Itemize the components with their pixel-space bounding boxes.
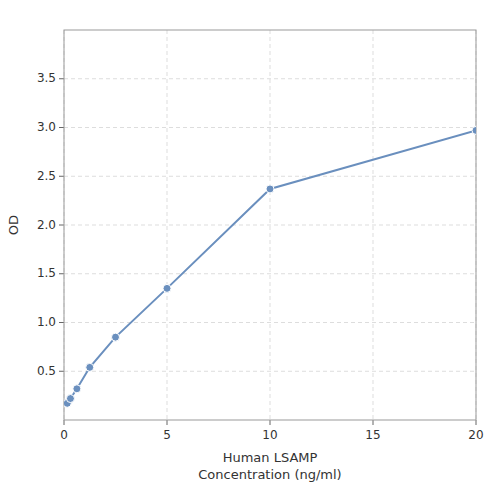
y-tick-label: 1.0 (37, 315, 56, 329)
y-tick (59, 225, 64, 226)
line (67, 130, 476, 403)
y-grid-line (64, 322, 476, 323)
y-tick (59, 78, 64, 79)
y-tick (59, 176, 64, 177)
plot-frame (64, 30, 476, 420)
y-grid-line (64, 225, 476, 226)
chart-container: 0.5 1.0 1.5 2.0 2.5 3.0 3.5 0 5 10 15 20 Human LSAMP… (0, 0, 500, 500)
x-grid-line (373, 30, 374, 420)
y-tick-label: 0.5 (37, 364, 56, 378)
x-tick-label: 10 (262, 428, 277, 442)
point (472, 126, 476, 134)
x-tick-label: 5 (163, 428, 171, 442)
y-tick-label: 3.5 (37, 71, 56, 85)
x-grid-line (167, 30, 168, 420)
x-tick-label: 20 (468, 428, 483, 442)
chart: 0.5 1.0 1.5 2.0 2.5 3.0 3.5 0 5 10 15 20 Human LSAMP… (0, 0, 500, 500)
x-tick (373, 420, 374, 425)
x-axis-label-line: Concentration (ng/ml) (198, 467, 341, 482)
y-tick (59, 371, 64, 372)
y-axis-label: OD (6, 215, 21, 235)
y-tick (59, 322, 64, 323)
x-grid-line (270, 30, 271, 420)
axes: 0.5 1.0 1.5 2.0 2.5 3.0 3.5 0 5 10 15 20 Human LSAMP… (6, 30, 484, 482)
series (64, 126, 476, 407)
y-grid-line (64, 371, 476, 372)
x-tick-label: 0 (60, 428, 68, 442)
point (86, 363, 94, 371)
y-tick-label: 2.0 (37, 218, 56, 232)
y-tick-label: 2.5 (37, 169, 56, 183)
x-axis-label-line: Human LSAMP (223, 450, 318, 465)
y-tick-label: 3.0 (37, 120, 56, 134)
y-grid-line (64, 273, 476, 274)
y-grid-line (64, 127, 476, 128)
y-tick (59, 127, 64, 128)
point (266, 185, 274, 193)
point (112, 333, 120, 341)
x-tick-label: 15 (365, 428, 380, 442)
point (66, 395, 74, 403)
point (73, 385, 81, 393)
x-tick (64, 420, 65, 425)
y-grid-line (64, 176, 476, 177)
grid (64, 30, 476, 420)
x-axis-label: Human LSAMP Concentration (ng/ml) (198, 450, 341, 482)
point (163, 284, 171, 292)
y-tick-label: 1.5 (37, 266, 56, 280)
x-tick (167, 420, 168, 425)
y-tick (59, 273, 64, 274)
x-tick (476, 420, 477, 425)
x-tick (270, 420, 271, 425)
